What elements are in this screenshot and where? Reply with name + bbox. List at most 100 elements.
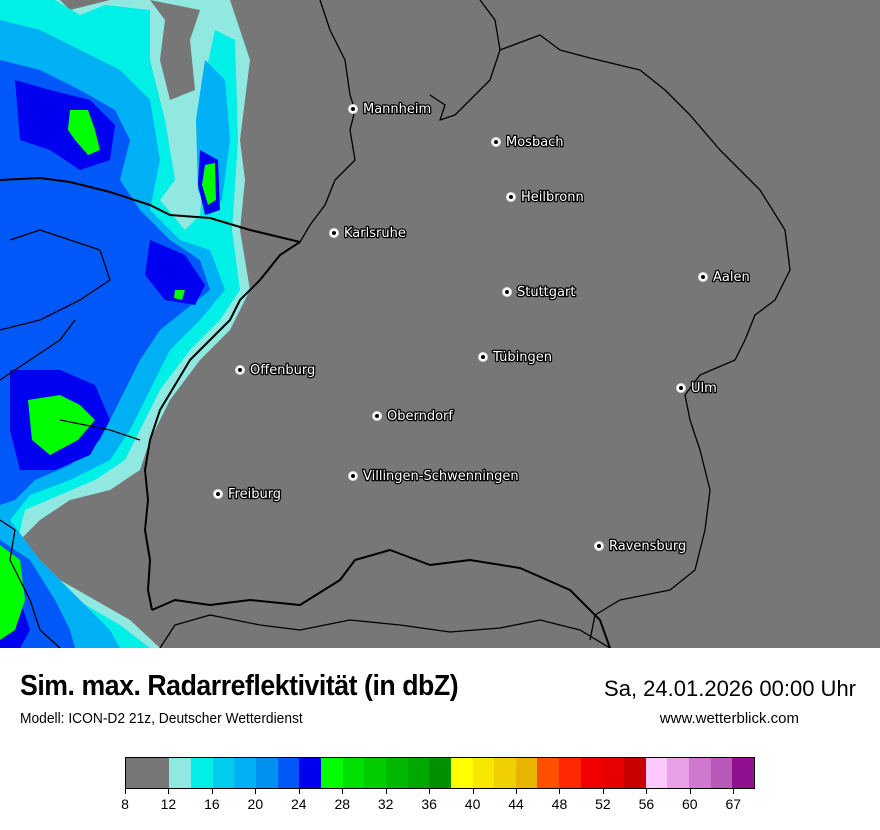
city-label: Mannheim bbox=[363, 102, 431, 117]
legend-bin-67 bbox=[732, 758, 755, 788]
legend-tick bbox=[125, 789, 126, 794]
city-dot-center bbox=[216, 492, 220, 496]
legend-bin-46 bbox=[537, 758, 560, 788]
city-dot-center bbox=[509, 195, 513, 199]
legend-tick-label: 44 bbox=[508, 796, 524, 812]
legend-bin-48 bbox=[559, 758, 581, 788]
legend-tick bbox=[472, 789, 474, 794]
city-dot-center bbox=[597, 544, 601, 548]
legend-tick-label: 16 bbox=[204, 796, 220, 812]
city-mosbach: Mosbach bbox=[491, 134, 565, 151]
city-dot-center bbox=[679, 386, 683, 390]
legend-tick bbox=[516, 789, 518, 794]
legend-bin-42 bbox=[494, 758, 516, 788]
borders-layer bbox=[0, 0, 791, 648]
legend-tick-label: 36 bbox=[421, 796, 437, 812]
forecast-datetime: Sa, 24.01.2026 00:00 Uhr bbox=[604, 676, 856, 701]
legend-bin-22 bbox=[277, 758, 300, 788]
city-aalen: Aalen bbox=[698, 269, 751, 286]
legend-tick-label: 20 bbox=[247, 796, 264, 812]
legend-bin-26 bbox=[320, 758, 343, 788]
legend-tick-label: 60 bbox=[682, 796, 698, 812]
city-label: Villingen-Schwenningen bbox=[363, 469, 519, 484]
legend-bin-30 bbox=[364, 758, 386, 788]
legend-bin-58 bbox=[667, 758, 690, 788]
city-mannheim: Mannheim bbox=[348, 101, 432, 118]
city-dot-center bbox=[351, 474, 355, 478]
legend-tick bbox=[385, 789, 387, 794]
city-label: Karlsruhe bbox=[344, 226, 406, 241]
legend-tick bbox=[298, 789, 300, 794]
legend-bin-12 bbox=[169, 758, 191, 788]
radar-map: Mannheim Mosbach Heilbronn Karlsruhe Aalen St… bbox=[0, 0, 880, 648]
city-dot-center bbox=[332, 231, 336, 235]
legend-bin-28 bbox=[342, 758, 365, 788]
city-label: Stuttgart bbox=[517, 285, 575, 300]
map-title: Sim. max. Radarreflektivität (in dbZ) bbox=[20, 670, 459, 702]
legend-tick bbox=[168, 789, 170, 794]
website-link[interactable]: www.wetterblick.com bbox=[659, 710, 799, 727]
city-dot-center bbox=[481, 355, 485, 359]
city-oberndorf: Oberndorf bbox=[372, 408, 455, 425]
city-offenburg: Offenburg bbox=[235, 362, 317, 379]
city-dot-center bbox=[505, 290, 509, 294]
legend-bin-60 bbox=[689, 758, 711, 788]
city-karlsruhe: Karlsruhe bbox=[329, 225, 407, 242]
city-stuttgart: Stuttgart bbox=[502, 284, 577, 301]
city-heilbronn: Heilbronn bbox=[506, 189, 585, 206]
legend-tick bbox=[255, 789, 257, 794]
legend-bin-40 bbox=[472, 758, 495, 788]
legend-tick-label: 48 bbox=[551, 796, 568, 812]
legend-bin-20 bbox=[255, 758, 278, 788]
legend-tick-label: 8 bbox=[121, 796, 129, 812]
legend-bin-63 bbox=[710, 758, 733, 788]
city-dot-center bbox=[238, 368, 242, 372]
legend-bin-18 bbox=[234, 758, 256, 788]
legend-tick bbox=[342, 789, 344, 794]
legend-tick-label: 32 bbox=[377, 796, 394, 812]
legend-bin-38 bbox=[450, 758, 473, 788]
city-label: Heilbronn bbox=[521, 190, 584, 205]
city-villingen-schwenningen: Villingen-Schwenningen bbox=[348, 468, 520, 485]
legend-tick bbox=[602, 789, 604, 794]
city-label: Ravensburg bbox=[609, 539, 686, 554]
legend-tick bbox=[429, 789, 431, 794]
legend-ticks: 8 12 16 20 24 28 32 36 40 44 48 52 56 60 67 bbox=[121, 789, 755, 819]
legend-bin-24 bbox=[299, 758, 321, 788]
legend-tick bbox=[559, 789, 561, 794]
city-label: Tübingen bbox=[492, 350, 552, 365]
city-label: Ulm bbox=[691, 381, 717, 396]
city-label: Oberndorf bbox=[387, 409, 453, 424]
legend-bin-44 bbox=[515, 758, 538, 788]
city-dot-center bbox=[351, 107, 355, 111]
legend-tick bbox=[646, 789, 648, 794]
model-info: Modell: ICON-D2 21z, Deutscher Wetterdie… bbox=[20, 710, 303, 727]
city-label: Aalen bbox=[713, 270, 750, 285]
city-label: Freiburg bbox=[228, 487, 281, 502]
legend-tick-label: 24 bbox=[290, 796, 307, 812]
legend-tick-label: 28 bbox=[334, 796, 351, 812]
city-dot-center bbox=[494, 140, 498, 144]
legend-tick-label: 12 bbox=[160, 796, 177, 812]
legend-bin-8 bbox=[126, 758, 170, 788]
legend-tick-label: 67 bbox=[725, 796, 742, 812]
legend-tick-label: 40 bbox=[464, 796, 481, 812]
legend-bin-34 bbox=[407, 758, 430, 788]
legend-bin-50 bbox=[580, 758, 603, 788]
legend-tick-label: 56 bbox=[638, 796, 655, 812]
legend-tick bbox=[211, 789, 213, 794]
legend-bin-14 bbox=[190, 758, 213, 788]
legend-bin-54 bbox=[624, 758, 646, 788]
city-freiburg: Freiburg bbox=[213, 486, 282, 503]
city-label: Mosbach bbox=[506, 135, 564, 150]
city-tübingen: Tübingen bbox=[478, 349, 553, 366]
city-dot-center bbox=[375, 414, 379, 418]
legend-bin-16 bbox=[212, 758, 235, 788]
legend-bin-56 bbox=[645, 758, 668, 788]
legend-bin-36 bbox=[429, 758, 451, 788]
legend-bin-52 bbox=[602, 758, 625, 788]
city-markers: Mannheim Mosbach Heilbronn Karlsruhe Aalen St… bbox=[213, 101, 751, 555]
city-ravensburg: Ravensburg bbox=[594, 538, 688, 555]
legend-tick bbox=[689, 789, 691, 794]
city-dot-center bbox=[701, 275, 705, 279]
